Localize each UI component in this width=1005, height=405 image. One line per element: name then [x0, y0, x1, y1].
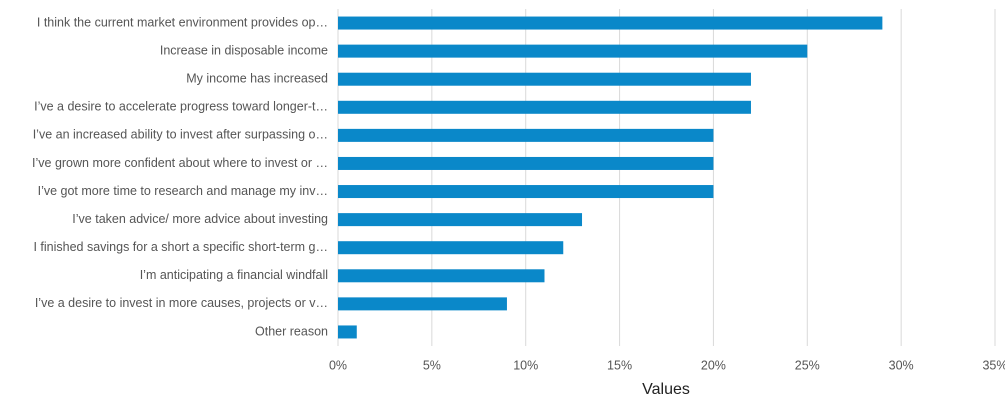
bar: [338, 16, 883, 30]
bar: [338, 72, 751, 86]
y-tick-label: I’ve a desire to accelerate progress tow…: [34, 100, 328, 114]
bar: [338, 100, 751, 114]
y-tick-label: I’ve an increased ability to invest afte…: [33, 128, 328, 142]
bar: [338, 185, 714, 199]
bar: [338, 241, 564, 255]
y-tick-label: Increase in disposable income: [160, 43, 328, 57]
y-tick-label: Other reason: [255, 324, 328, 338]
bar: [338, 325, 357, 339]
y-tick-label: I finished savings for a short a specifi…: [33, 240, 328, 254]
y-tick-label: I’ve grown more confident about where to…: [32, 156, 328, 170]
x-tick-label: 0%: [329, 358, 347, 372]
x-tick-label: 15%: [607, 358, 632, 372]
bar: [338, 213, 583, 227]
y-tick-label: I’m anticipating a financial windfall: [140, 268, 328, 282]
y-tick-label: I think the current market environment p…: [37, 15, 328, 29]
x-tick-label: 5%: [423, 358, 441, 372]
x-tick-label: 10%: [513, 358, 538, 372]
y-tick-label: My income has increased: [186, 72, 328, 86]
bar: [338, 297, 507, 311]
bar: [338, 44, 808, 58]
y-tick-label: I’ve got more time to research and manag…: [38, 184, 328, 198]
x-tick-label: 35%: [982, 358, 1005, 372]
y-tick-label: I’ve a desire to invest in more causes, …: [35, 296, 328, 310]
y-tick-label: I’ve taken advice/ more advice about inv…: [72, 212, 328, 226]
bar: [338, 269, 545, 283]
bar: [338, 156, 714, 170]
x-tick-label: 20%: [701, 358, 726, 372]
x-axis-title: Values: [642, 381, 690, 398]
x-tick-label: 30%: [889, 358, 914, 372]
bar: [338, 128, 714, 142]
x-tick-label: 25%: [795, 358, 820, 372]
